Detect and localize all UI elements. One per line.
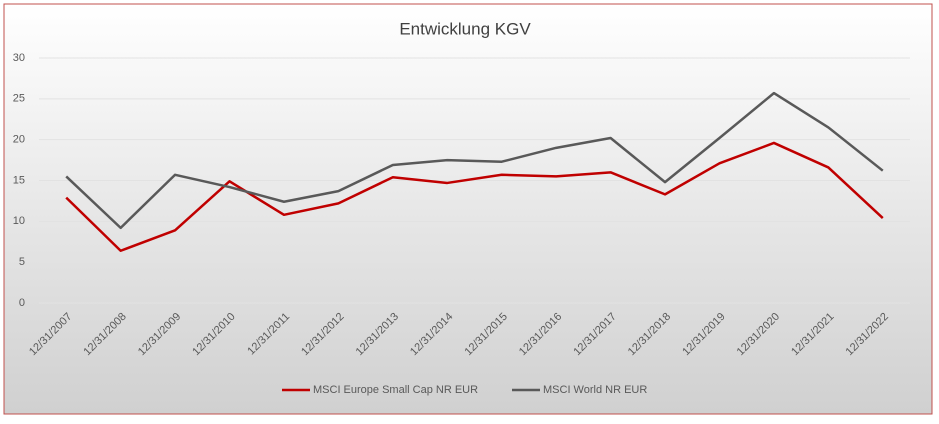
legend-label: MSCI World NR EUR bbox=[543, 384, 647, 396]
chart-frame bbox=[3, 3, 933, 415]
y-tick-label: 10 bbox=[13, 215, 25, 227]
y-tick-label: 15 bbox=[13, 174, 25, 186]
y-tick-label: 0 bbox=[19, 297, 25, 309]
y-tick-label: 25 bbox=[13, 93, 25, 105]
series-line bbox=[65, 141, 884, 252]
series-line bbox=[65, 91, 884, 230]
y-tick-label: 5 bbox=[19, 256, 25, 268]
y-tick-label: 30 bbox=[13, 52, 25, 64]
chart-title: Entwicklung KGV bbox=[399, 19, 531, 38]
y-tick-label: 20 bbox=[13, 134, 25, 146]
legend-label: MSCI Europe Small Cap NR EUR bbox=[313, 384, 478, 396]
